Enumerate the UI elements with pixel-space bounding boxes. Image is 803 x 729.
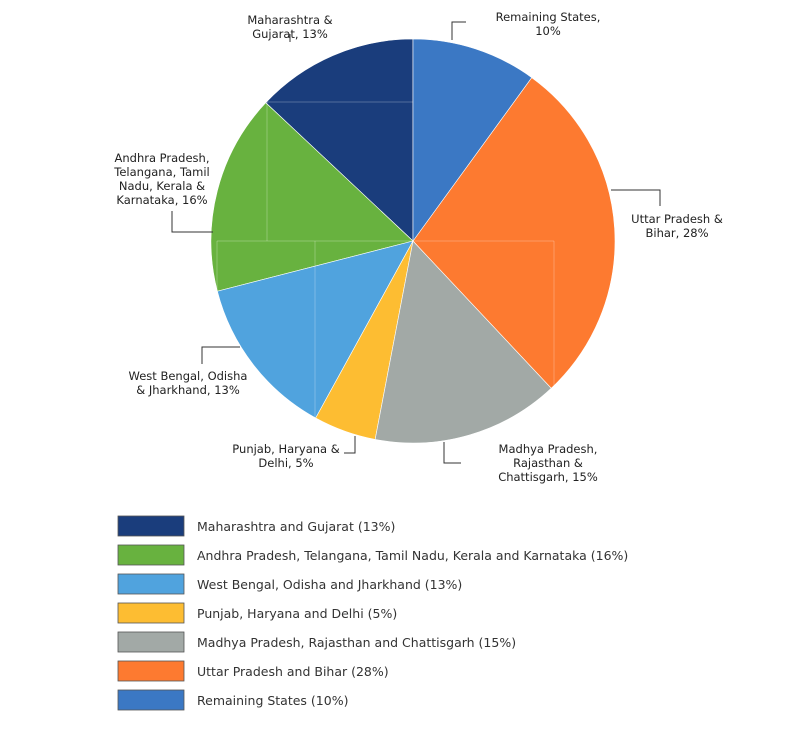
callout-line: Madhya Pradesh,	[499, 442, 598, 456]
callout-line: Remaining States,	[496, 10, 601, 24]
callout-line: Delhi, 5%	[258, 456, 313, 470]
callout-label-south: Andhra Pradesh, Telangana, Tamil Nadu, Ker…	[113, 151, 209, 207]
pie-slice-remaining	[412, 38, 533, 242]
legend-swatch-maharashtra	[117, 515, 185, 537]
callout-label-remaining: Remaining States, 10%	[496, 10, 601, 38]
callout-label-uttar-pradesh: Uttar Pradesh & Bihar, 28%	[631, 212, 723, 240]
pie-slice-madhya-pradesh	[374, 240, 552, 444]
callout-label-madhya-pradesh: Madhya Pradesh, Rajasthan & Chattisgarh, 1…	[498, 442, 598, 484]
legend-swatch-punjab	[117, 602, 185, 624]
legend: Maharashtra and Gujarat (13%) Andhra Prad…	[117, 515, 628, 711]
legend-label-west-bengal: West Bengal, Odisha and Jharkhand (13%)	[197, 577, 462, 592]
callout-line: Uttar Pradesh &	[631, 212, 723, 226]
leader-line-west-bengal	[201, 346, 240, 364]
callout-line: Nadu, Kerala &	[119, 179, 205, 193]
callout-label-west-bengal: West Bengal, Odisha & Jharkhand, 13%	[129, 369, 248, 397]
callout-line: Maharashtra &	[247, 13, 332, 27]
pie-slice-south	[210, 102, 414, 292]
leader-line-punjab	[344, 436, 356, 454]
pie-slices	[210, 38, 616, 444]
leader-line-madhya-pradesh	[443, 442, 461, 464]
pie-slice-uttar-pradesh	[412, 77, 616, 389]
pie-slice-west-bengal	[216, 240, 414, 419]
callout-labels: Maharashtra & Gujarat, 13% Andhra Pradesh,…	[113, 10, 723, 484]
legend-label-south: Andhra Pradesh, Telangana, Tamil Nadu, K…	[197, 548, 628, 563]
callout-line: Karnataka, 16%	[116, 193, 207, 207]
legend-label-madhya-pradesh: Madhya Pradesh, Rajasthan and Chattisgar…	[197, 635, 516, 650]
callout-line: 10%	[535, 24, 561, 38]
legend-swatch-remaining	[117, 689, 185, 711]
legend-swatch-south	[117, 544, 185, 566]
slice-overlay-lines	[216, 101, 555, 417]
legend-label-remaining: Remaining States (10%)	[197, 693, 348, 708]
callout-line: & Jharkhand, 13%	[136, 383, 240, 397]
legend-label-uttar-pradesh: Uttar Pradesh and Bihar (28%)	[197, 664, 389, 679]
legend-swatch-west-bengal	[117, 573, 185, 595]
callout-line: Punjab, Haryana &	[232, 442, 339, 456]
legend-label-maharashtra: Maharashtra and Gujarat (13%)	[197, 519, 395, 534]
callout-line: Andhra Pradesh,	[115, 151, 210, 165]
leader-line-south	[171, 211, 213, 233]
legend-swatch-madhya-pradesh	[117, 631, 185, 653]
callout-line: Chattisgarh, 15%	[498, 470, 598, 484]
callout-label-maharashtra: Maharashtra & Gujarat, 13%	[247, 13, 332, 41]
callout-label-punjab: Punjab, Haryana & Delhi, 5%	[232, 442, 339, 470]
callout-line: Rajasthan &	[513, 456, 583, 470]
legend-swatch-uttar-pradesh	[117, 660, 185, 682]
callout-line: Bihar, 28%	[645, 226, 708, 240]
callout-line: Gujarat, 13%	[252, 27, 328, 41]
callout-line: Telangana, Tamil	[113, 165, 209, 179]
leader-line-uttar-pradesh	[611, 189, 661, 206]
leader-line-remaining	[451, 21, 466, 40]
pie-slice-maharashtra	[265, 38, 414, 242]
legend-label-punjab: Punjab, Haryana and Delhi (5%)	[197, 606, 397, 621]
callout-line: West Bengal, Odisha	[129, 369, 248, 383]
